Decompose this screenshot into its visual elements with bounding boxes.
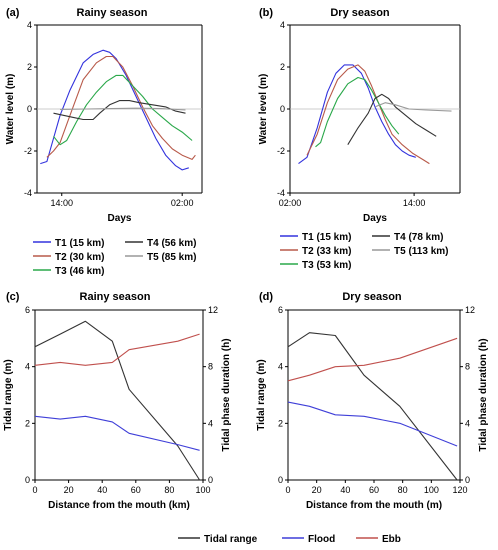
y-tick-label: 6 xyxy=(25,305,30,315)
series-line-ebb xyxy=(34,333,200,366)
y-axis-label: Tidal range (m) xyxy=(3,359,14,431)
series-line-t4-78-km- xyxy=(347,93,437,145)
y2-tick-label: 8 xyxy=(208,362,213,372)
legend-label: T3 (46 km) xyxy=(55,266,104,277)
series-line-flood xyxy=(287,401,458,447)
y2-tick-label: 12 xyxy=(465,305,475,315)
x-tick-label: 20 xyxy=(312,485,322,495)
series-line-t3-53-km- xyxy=(315,76,400,148)
series-line-tidal-range xyxy=(34,320,201,481)
x-tick-label: 0 xyxy=(285,485,290,495)
legend-label: T2 (30 km) xyxy=(55,252,104,263)
y-tick-label: 0 xyxy=(280,104,285,114)
y-tick-label: -4 xyxy=(277,188,285,198)
legend-label: T4 (78 km) xyxy=(394,232,443,243)
series-line-t5-113-km- xyxy=(374,102,452,112)
series-line-t2-33-km- xyxy=(306,64,430,165)
series-line-t1-15-km- xyxy=(40,49,189,171)
legend-label: T5 (113 km) xyxy=(394,246,448,257)
x-tick-label: 60 xyxy=(131,485,141,495)
y-tick-label: -2 xyxy=(277,146,285,156)
series-line-flood xyxy=(34,415,200,451)
panel-label-d: (d) xyxy=(259,291,273,303)
series-line-t2-30-km- xyxy=(46,55,196,160)
x-axis-label: Distance from the mouth (m) xyxy=(306,500,442,511)
y-tick-label: -2 xyxy=(24,146,32,156)
y2-tick-label: 0 xyxy=(465,475,470,485)
panel-label-a: (a) xyxy=(6,7,20,19)
panel-title-c: Rainy season xyxy=(80,291,151,303)
legend-label: T3 (53 km) xyxy=(302,260,351,271)
legend-label: Ebb xyxy=(382,534,401,545)
series-line-t5-85-km- xyxy=(60,107,186,111)
x-tick-label: 80 xyxy=(398,485,408,495)
x-tick-label: 40 xyxy=(97,485,107,495)
y-tick-label: 0 xyxy=(278,475,283,485)
panel-title-b: Dry season xyxy=(330,7,390,19)
panel-title-d: Dry season xyxy=(342,291,402,303)
panel-label-b: (b) xyxy=(259,7,273,19)
legend-label: T5 (85 km) xyxy=(147,252,196,263)
x-tick-label: 20 xyxy=(64,485,74,495)
series-line-t1-15-km- xyxy=(298,64,416,165)
x-tick-label: 60 xyxy=(369,485,379,495)
y-axis-label: Tidal range (m) xyxy=(256,359,267,431)
y2-axis-label: Tidal phase duration (h) xyxy=(221,338,232,451)
x-tick-label: 100 xyxy=(195,485,210,495)
panel-title-a: Rainy season xyxy=(77,7,148,19)
x-tick-label: 80 xyxy=(164,485,174,495)
x-axis-label: Days xyxy=(108,213,132,224)
y-tick-label: 4 xyxy=(25,362,30,372)
x-tick-label: 0 xyxy=(32,485,37,495)
series-line-tidal-range xyxy=(287,332,458,481)
y-tick-label: 0 xyxy=(27,104,32,114)
y2-tick-label: 12 xyxy=(208,305,218,315)
legend-label: Tidal range xyxy=(204,534,258,545)
y2-tick-label: 4 xyxy=(208,418,213,428)
legend-label: T4 (56 km) xyxy=(147,238,196,249)
legend-label: T2 (33 km) xyxy=(302,246,351,257)
series-line-t3-46-km- xyxy=(53,74,193,146)
y-tick-label: 2 xyxy=(25,418,30,428)
x-tick-label: 14:00 xyxy=(50,198,73,208)
y2-tick-label: 8 xyxy=(465,362,470,372)
x-tick-label: 120 xyxy=(452,485,467,495)
x-tick-label: 40 xyxy=(340,485,350,495)
y-tick-label: 2 xyxy=(27,62,32,72)
y-tick-label: 2 xyxy=(278,418,283,428)
legend-label: T1 (15 km) xyxy=(302,232,351,243)
y-tick-label: 0 xyxy=(25,475,30,485)
y2-tick-label: 0 xyxy=(208,475,213,485)
series-line-ebb xyxy=(287,337,458,382)
x-axis-label: Days xyxy=(363,213,387,224)
y-tick-label: 4 xyxy=(280,20,285,30)
y2-tick-label: 4 xyxy=(465,418,470,428)
y-tick-label: 6 xyxy=(278,305,283,315)
y-tick-label: 4 xyxy=(278,362,283,372)
x-tick-label: 100 xyxy=(424,485,439,495)
y-tick-label: -4 xyxy=(24,188,32,198)
x-tick-label: 14:00 xyxy=(403,198,426,208)
y-axis-label: Water level (m) xyxy=(258,74,269,145)
series-line-t4-56-km- xyxy=(53,100,186,121)
legend-label: Flood xyxy=(308,534,335,545)
x-tick-label: 02:00 xyxy=(279,198,302,208)
y-axis-label: Water level (m) xyxy=(5,74,16,145)
x-tick-label: 02:00 xyxy=(171,198,194,208)
legend-label: T1 (15 km) xyxy=(55,238,104,249)
y-tick-label: 4 xyxy=(27,20,32,30)
x-axis-label: Distance from the mouth (km) xyxy=(48,500,190,511)
y2-axis-label: Tidal phase duration (h) xyxy=(478,338,489,451)
y-tick-label: 2 xyxy=(280,62,285,72)
panel-label-c: (c) xyxy=(6,291,20,303)
